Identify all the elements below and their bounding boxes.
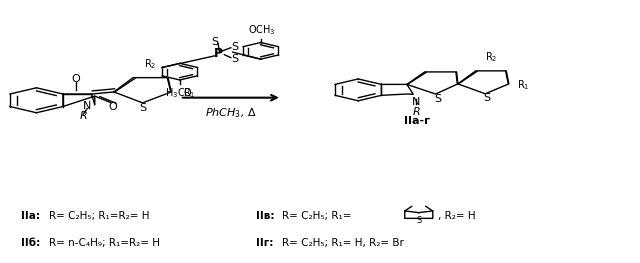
Text: O: O [108,102,117,112]
Text: ІІв:: ІІв: [256,211,275,221]
Text: R: R [413,107,420,117]
Text: N: N [412,97,420,107]
Text: , R₂= H: , R₂= H [438,211,476,221]
Text: S: S [484,93,491,103]
Text: R= C₂H₅; R₁=: R= C₂H₅; R₁= [282,211,351,221]
Text: PhCH$_3$, $\Delta$: PhCH$_3$, $\Delta$ [205,107,257,120]
Text: R$_1$: R$_1$ [183,86,195,100]
Text: OCH$_3$: OCH$_3$ [248,23,275,37]
Text: S: S [211,37,218,47]
Text: O: O [72,74,81,84]
Text: R$_2$: R$_2$ [145,57,157,71]
Text: H$_3$CO: H$_3$CO [164,87,193,100]
Text: S: S [232,54,239,64]
Text: R: R [79,111,87,121]
Text: R= C₂H₅; R₁= H, R₂= Br: R= C₂H₅; R₁= H, R₂= Br [282,238,404,248]
Text: S: S [232,42,239,52]
Text: ІІг:: ІІг: [256,238,274,248]
Text: N: N [83,101,92,111]
Text: S: S [434,94,441,104]
Text: R= n-C₄H₉; R₁=R₂= H: R= n-C₄H₉; R₁=R₂= H [49,238,160,248]
Text: ІІб:: ІІб: [20,238,40,248]
Text: R$_1$: R$_1$ [516,78,529,92]
Text: R$_2$: R$_2$ [485,50,497,64]
Text: R= C₂H₅; R₁=R₂= H: R= C₂H₅; R₁=R₂= H [49,211,150,221]
Text: ІІа-г: ІІа-г [404,117,429,127]
Text: S: S [139,103,146,113]
Text: ІІа:: ІІа: [20,211,40,221]
Text: P: P [214,47,223,60]
Text: S: S [416,216,421,225]
